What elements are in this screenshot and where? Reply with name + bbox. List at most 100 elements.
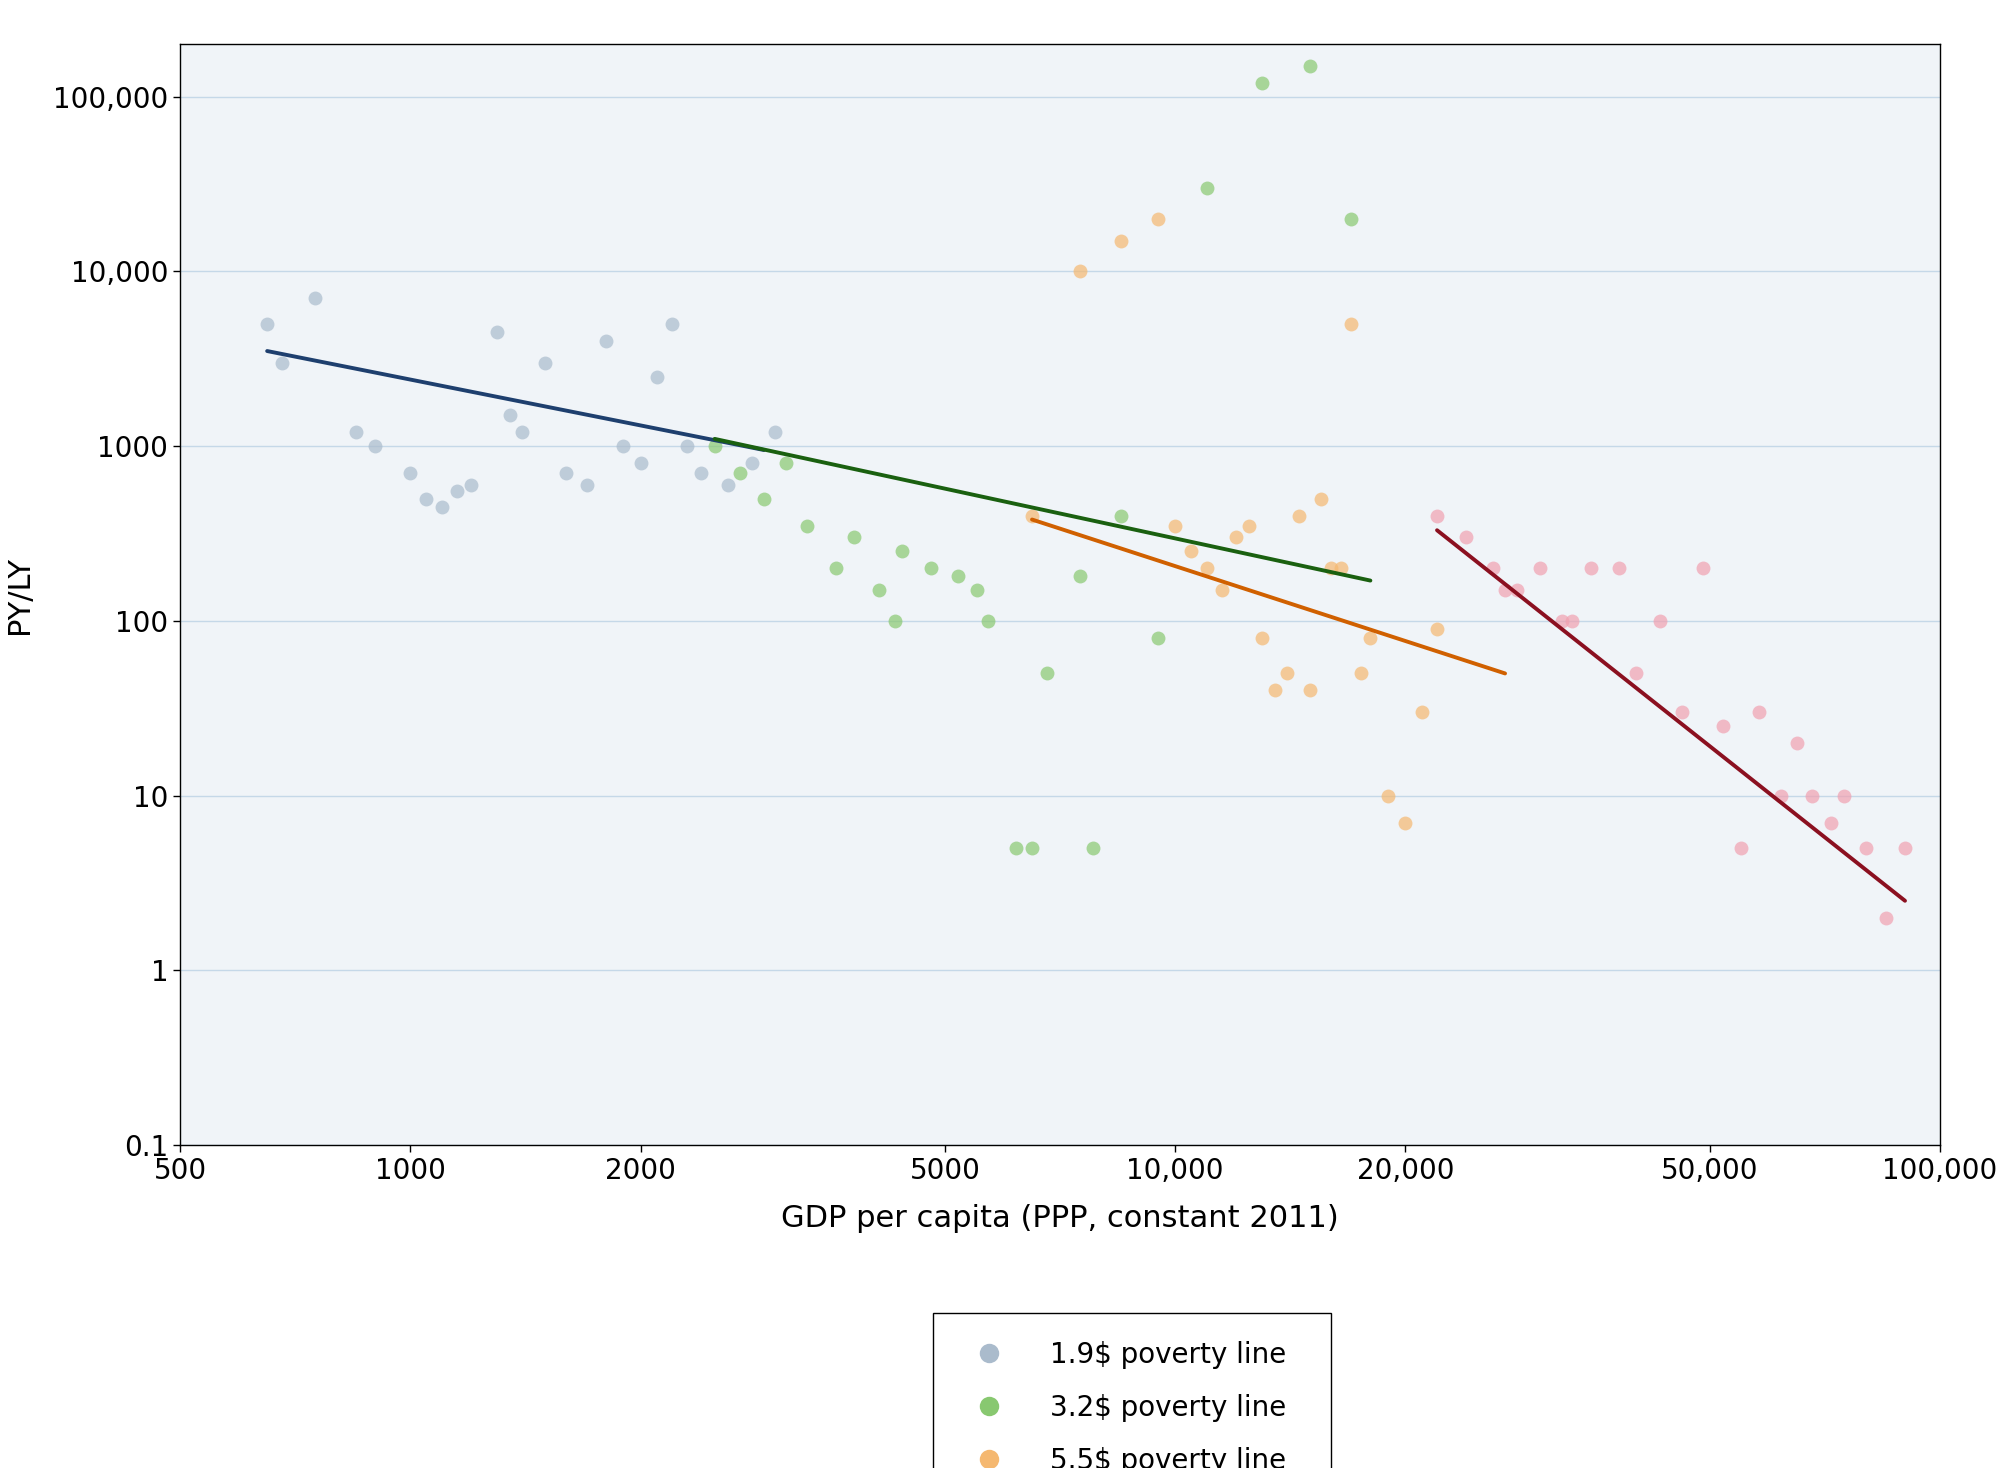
Point [410,487,442,511]
Point [1142,625,1174,649]
Point [1372,784,1404,807]
Point [1326,556,1358,580]
Point [570,473,602,496]
Point [1016,837,1048,860]
Point [724,461,756,484]
Point [736,451,768,474]
Point [1234,514,1266,537]
Point [1032,662,1064,686]
Point [1246,70,1278,94]
X-axis label: GDP per capita (PPP, constant 2011): GDP per capita (PPP, constant 2011) [782,1204,1338,1233]
Point [1850,837,1882,860]
Point [1142,207,1174,230]
Point [1016,504,1048,527]
Point [1476,556,1508,580]
Point [1450,526,1482,549]
Point [1064,260,1096,283]
Point [1406,700,1438,724]
Point [1160,514,1192,537]
Point [1258,678,1290,702]
Y-axis label: PY/LY: PY/LY [4,555,34,634]
Point [1744,700,1776,724]
Point [670,435,702,458]
Point [1706,715,1738,738]
Point [1556,609,1588,633]
Point [340,420,372,443]
Point [528,351,560,374]
Point [838,526,870,549]
Point [1766,784,1798,807]
Point [698,435,730,458]
Point [1390,810,1422,834]
Point [1524,556,1556,580]
Point [266,351,298,374]
Point [590,329,622,352]
Point [656,313,688,336]
Point [886,540,918,564]
Point [482,320,514,344]
Point [506,420,538,443]
Point [1076,837,1108,860]
Point [1814,810,1846,834]
Point [360,435,392,458]
Point [1490,578,1522,602]
Legend: 1.9$ poverty line, 3.2$ poverty line, 5.5$ poverty line, 21.7$ poverty line: 1.9$ poverty line, 3.2$ poverty line, 5.… [934,1312,1332,1468]
Point [1294,54,1326,78]
Point [770,451,802,474]
Point [712,473,744,496]
Point [1304,487,1336,511]
Point [1890,837,1922,860]
Point [1000,837,1032,860]
Point [820,556,852,580]
Point [1828,784,1860,807]
Point [440,480,472,504]
Point [1666,700,1698,724]
Point [1106,504,1138,527]
Point [494,404,526,427]
Point [1106,229,1138,252]
Point [972,609,1004,633]
Point [1190,556,1222,580]
Point [916,556,948,580]
Point [748,487,780,511]
Point [298,286,330,310]
Point [1206,578,1238,602]
Point [790,514,822,537]
Point [1422,504,1454,527]
Point [394,461,426,484]
Point [1294,678,1326,702]
Point [1796,784,1828,807]
Point [862,578,894,602]
Point [1282,504,1314,527]
Point [1780,731,1812,755]
Point [1502,578,1534,602]
Point [1688,556,1720,580]
Point [1546,609,1578,633]
Point [426,495,458,518]
Point [550,461,582,484]
Point [1726,837,1758,860]
Point [252,313,284,336]
Point [1422,617,1454,640]
Point [960,578,992,602]
Point [1644,609,1676,633]
Point [608,435,640,458]
Point [1316,556,1348,580]
Point [624,451,656,474]
Point [1620,662,1652,686]
Point [760,420,792,443]
Point [1190,176,1222,200]
Point [1346,662,1378,686]
Point [1602,556,1634,580]
Point [1064,565,1096,589]
Point [686,461,718,484]
Point [1336,313,1368,336]
Point [878,609,910,633]
Point [1176,540,1208,564]
Point [1270,662,1302,686]
Point [640,366,672,389]
Point [1246,625,1278,649]
Point [942,565,974,589]
Point [1336,207,1368,230]
Point [1220,526,1252,549]
